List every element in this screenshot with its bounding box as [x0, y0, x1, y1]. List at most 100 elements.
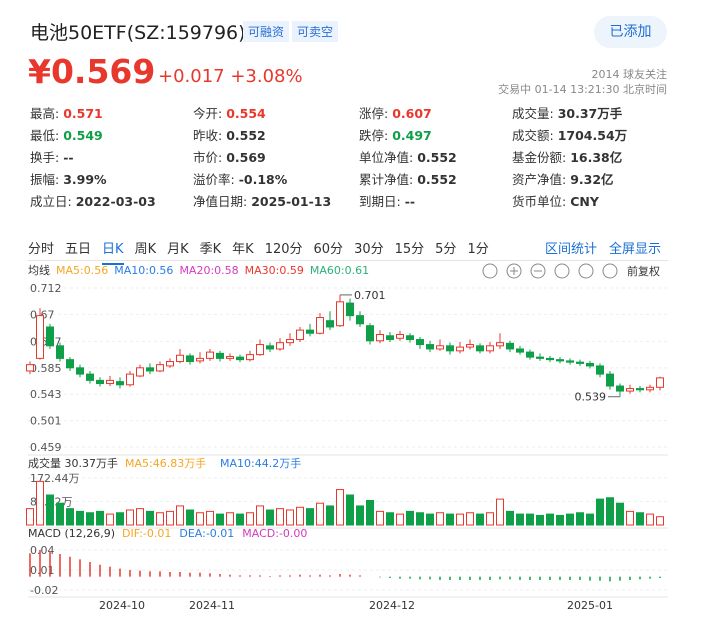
period-tab[interactable]: 30分	[354, 242, 384, 257]
candle-body	[406, 335, 414, 341]
volume-bar	[336, 489, 344, 526]
volume-bar	[156, 512, 164, 526]
stat-value: CNY	[570, 194, 599, 209]
candle-body	[506, 342, 514, 350]
period-tab[interactable]: 60分	[313, 242, 344, 257]
volume-bar	[246, 512, 254, 526]
stat-value: 1704.54万	[557, 128, 628, 143]
candle-body	[366, 325, 374, 342]
x-tick-label: 2024-11	[189, 599, 235, 612]
tag: 可融资	[243, 21, 290, 42]
stat-item: 溢价率: -0.18%	[193, 169, 287, 188]
volume-bar	[46, 494, 54, 526]
volume-bar	[506, 510, 514, 526]
followers: 2014 球友关注	[591, 68, 668, 81]
volume-bar	[26, 508, 34, 526]
stat-item: 最高: 0.571	[30, 103, 103, 122]
candle-body	[296, 329, 304, 341]
stat-item: 换手: --	[30, 147, 74, 166]
tool-link[interactable]: 全屏显示	[609, 242, 662, 257]
stat-label: 成交量:	[512, 106, 554, 121]
volume-bar	[656, 516, 664, 526]
candle-body	[236, 356, 244, 361]
candle-body	[496, 342, 504, 347]
period-tab[interactable]: 分时	[28, 242, 55, 257]
stat-value: 0.571	[63, 106, 103, 121]
stat-item: 涨停: 0.607	[359, 103, 432, 122]
period-tab[interactable]: 5分	[435, 242, 457, 257]
stat-value: 0.552	[417, 172, 457, 187]
stat-value: --	[404, 194, 416, 209]
stat-label: 涨停:	[359, 106, 389, 121]
volume-bar	[456, 513, 464, 526]
volume-bar	[96, 510, 104, 526]
fund-title: 电池50ETF(SZ:159796)	[30, 22, 246, 44]
stat-value: 0.554	[226, 106, 266, 121]
candle-body	[266, 345, 274, 350]
candle-body	[626, 388, 634, 392]
volume-bar	[106, 513, 114, 526]
stat-value: 9.32亿	[570, 172, 614, 187]
panel-legend: MA5:46.83万手	[125, 456, 206, 470]
stat-label: 溢价率:	[193, 172, 235, 187]
candle-body	[526, 351, 534, 358]
volume-bar	[476, 513, 484, 526]
ma-legend: MA60:0.61	[310, 264, 369, 277]
volume-bar	[226, 512, 234, 526]
volume-bar	[436, 512, 444, 526]
candle-body	[516, 348, 524, 353]
period-tab[interactable]: 1分	[467, 242, 489, 257]
period-tab[interactable]: 季K	[199, 242, 222, 257]
period-tab[interactable]: 日K	[102, 232, 124, 265]
stat-item: 成立日: 2022-03-03	[30, 191, 156, 210]
y-tick-label: -0.02	[30, 584, 58, 597]
candle-body	[196, 357, 204, 362]
volume-bar	[396, 513, 404, 526]
stat-value: -0.18%	[238, 172, 288, 187]
period-tab[interactable]: 月K	[167, 242, 189, 257]
volume-bar	[256, 505, 264, 526]
volume-bar	[76, 510, 84, 526]
stat-label: 最高:	[30, 106, 60, 121]
volume-bar	[386, 512, 394, 526]
volume-bar	[426, 513, 434, 526]
price: ¥0.569	[28, 52, 156, 91]
period-tab[interactable]: 15分	[394, 242, 425, 257]
period-tab[interactable]: 周K	[134, 242, 157, 257]
volume-bar	[326, 505, 334, 526]
volume-bar	[286, 509, 294, 526]
period-tab[interactable]: 年K	[232, 242, 254, 257]
stat-label: 昨收:	[193, 128, 223, 143]
volume-bar	[36, 480, 44, 526]
stat-label: 跌停:	[359, 128, 389, 143]
candle-body	[286, 339, 294, 344]
y-tick-label: 0.01	[30, 564, 55, 577]
candle-body	[586, 362, 594, 367]
follow-button[interactable]: 已添加	[594, 16, 667, 48]
volume-bar	[546, 513, 554, 526]
period-tab[interactable]: 120分	[264, 242, 303, 257]
tool-link[interactable]: 区间统计	[545, 242, 598, 257]
annotation: 0.539	[575, 391, 607, 404]
stat-label: 最低:	[30, 128, 60, 143]
stat-label: 货币单位:	[512, 194, 567, 209]
toolbar-icons[interactable]	[482, 263, 618, 279]
adjust-mode[interactable]: 前复权	[627, 264, 660, 278]
candle-body	[36, 315, 44, 359]
volume-bar	[136, 508, 144, 526]
period-tab[interactable]: 五日	[65, 242, 92, 257]
stat-label: 到期日:	[359, 194, 401, 209]
candle-body	[556, 359, 564, 362]
volume-bar	[116, 512, 124, 526]
stat-value: 0.549	[63, 128, 103, 143]
candle-body	[596, 365, 604, 375]
x-tick-label: 2024-10	[99, 599, 145, 612]
stat-item: 到期日: --	[359, 191, 415, 210]
volume-bar	[486, 512, 494, 526]
stat-item: 跌停: 0.497	[359, 125, 432, 144]
y-tick-label: 0.585	[30, 362, 62, 375]
ma-legend: MA5:0.56	[56, 264, 108, 277]
stat-item: 单位净值: 0.552	[359, 147, 457, 166]
stat-value: 2025-01-13	[251, 194, 332, 209]
